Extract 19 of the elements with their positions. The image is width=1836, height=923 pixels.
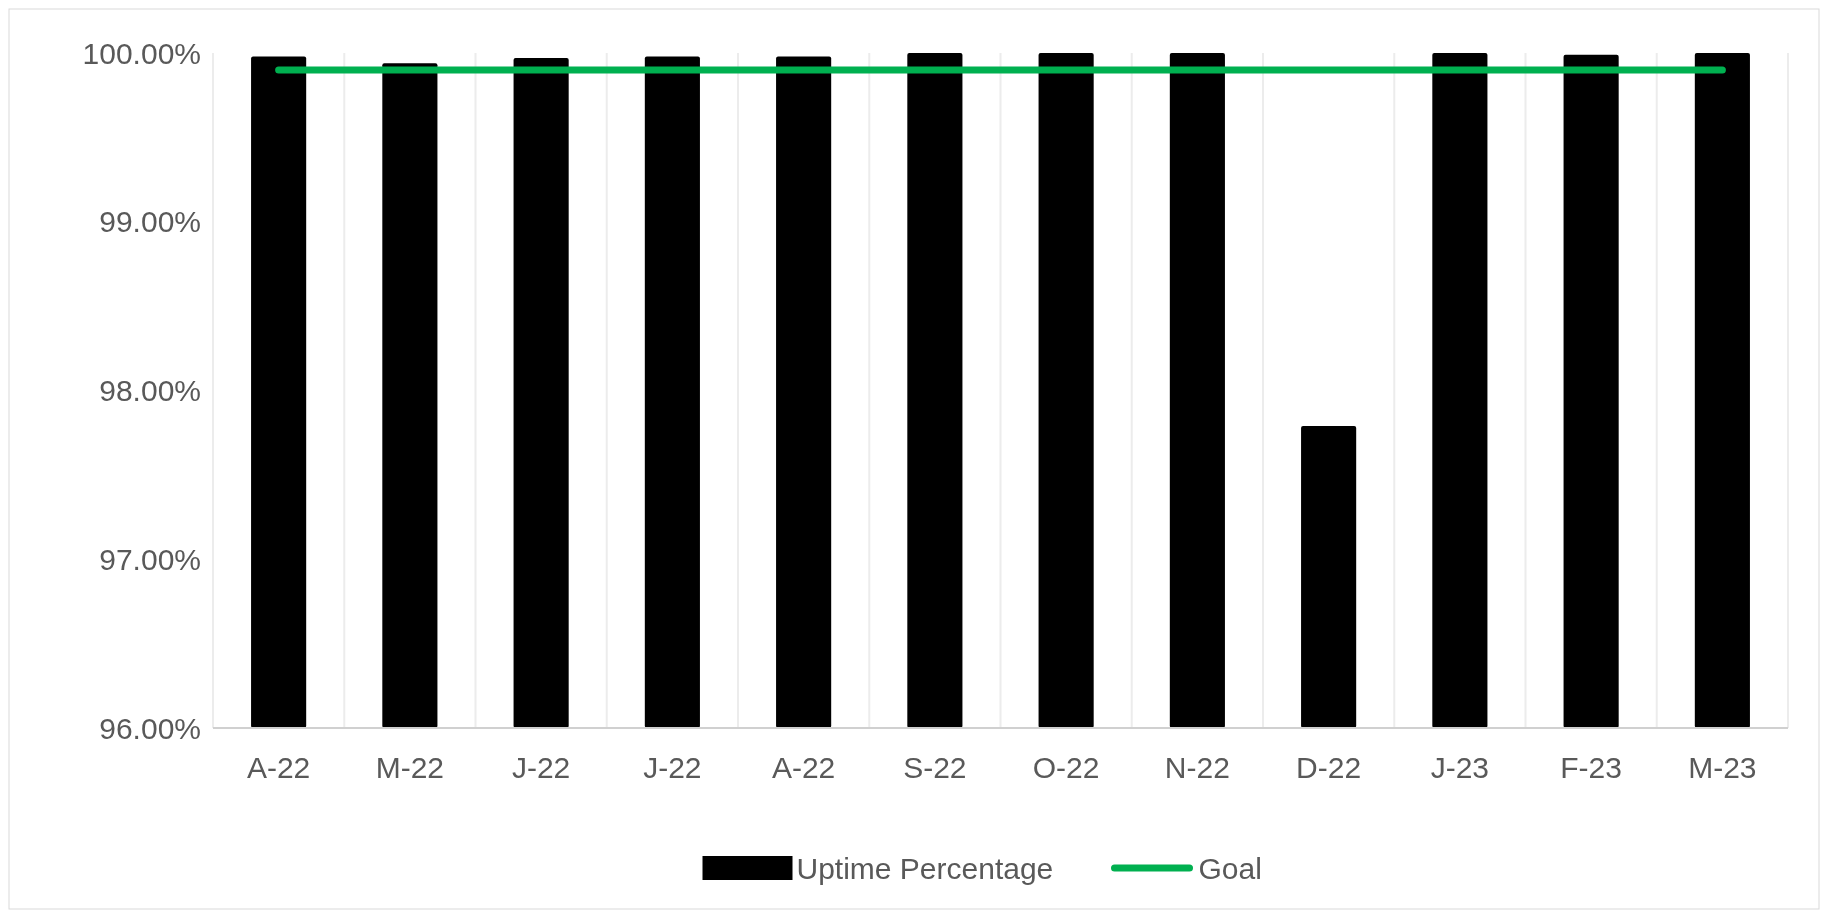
- y-tick-label: 97.00%: [99, 542, 201, 576]
- x-tick-label: A-22: [771, 751, 836, 784]
- legend-label: Uptime Percentage: [796, 851, 1054, 885]
- y-tick-label: 98.00%: [99, 374, 201, 407]
- x-tick-label: D-22: [1296, 751, 1362, 784]
- x-tick-label: J-22: [643, 751, 702, 784]
- x-tick-label: O-22: [1032, 751, 1100, 784]
- y-tick-label: 100.00%: [82, 36, 201, 70]
- x-tick-label: A-22: [246, 751, 311, 784]
- x-tick-label: N-22: [1164, 751, 1230, 784]
- x-tick-label: M-22: [375, 751, 445, 784]
- y-tick-label: 99.00%: [99, 205, 201, 239]
- x-tick-label: F-23: [1560, 751, 1622, 784]
- x-tick-label: S-22: [903, 751, 967, 784]
- x-tick-label: J-22: [511, 751, 571, 784]
- x-tick-label: M-23: [1688, 751, 1757, 784]
- y-tick-label: 96.00%: [99, 711, 201, 745]
- legend-label: Goal: [1198, 851, 1262, 885]
- x-tick-label: J-23: [1430, 751, 1490, 784]
